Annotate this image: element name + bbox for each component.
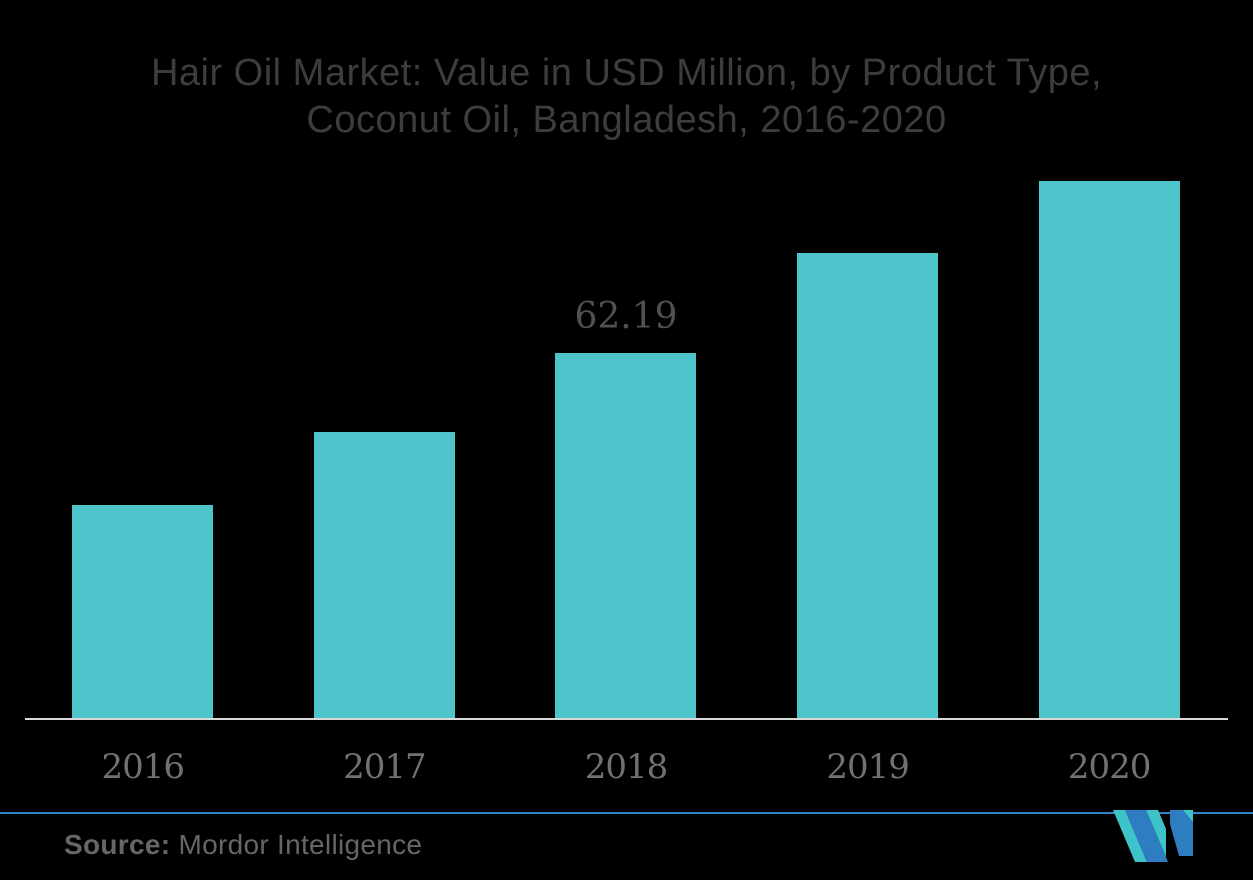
data-label-2018: 62.19 (574, 296, 678, 337)
x-tick-2016: 2016 (101, 747, 186, 787)
bar-2018 (555, 353, 697, 719)
bar-chart-plot-area: 62.19 (22, 0, 1230, 719)
logo-right-teal-sliver (1183, 810, 1193, 822)
x-tick-2018: 2018 (584, 747, 669, 787)
bar-column-2018: 62.19 (505, 296, 747, 719)
bar-column-2016 (22, 505, 264, 719)
x-tick-2020: 2020 (1067, 747, 1152, 787)
logo-left-teal-stripe (1113, 810, 1147, 862)
source-value: Mordor Intelligence (178, 829, 423, 860)
bar-2017 (313, 432, 455, 719)
chart-title-line-2: Coconut Oil, Bangladesh, 2016-2020 (306, 99, 947, 141)
bar-2016 (72, 505, 214, 719)
bar-2019 (797, 253, 939, 719)
bar-column-2019 (747, 253, 989, 719)
mordor-intelligence-logo (1113, 810, 1193, 862)
source-attribution: Source: Mordor Intelligence (64, 829, 422, 861)
bar-2020 (1038, 181, 1180, 719)
logo-right-blue-bar (1170, 810, 1193, 856)
x-axis-labels: 2016 2017 2018 2019 2020 (22, 721, 1230, 787)
footer-separator-line (0, 812, 1253, 814)
chart-title-line-1: Hair Oil Market: Value in USD Million, b… (150, 52, 1103, 94)
bar-column-2017 (264, 432, 506, 719)
bar-column-2020 (988, 181, 1230, 719)
chart-title: Hair Oil Market: Value in USD Million, b… (0, 50, 1253, 144)
x-tick-2017: 2017 (343, 747, 427, 787)
x-axis-line (25, 718, 1228, 720)
source-label: Source: (64, 829, 171, 860)
x-tick-2019: 2019 (826, 747, 910, 787)
logo-mid-teal-stripe (1146, 810, 1166, 857)
logo-left-blue-stripe (1125, 810, 1168, 862)
